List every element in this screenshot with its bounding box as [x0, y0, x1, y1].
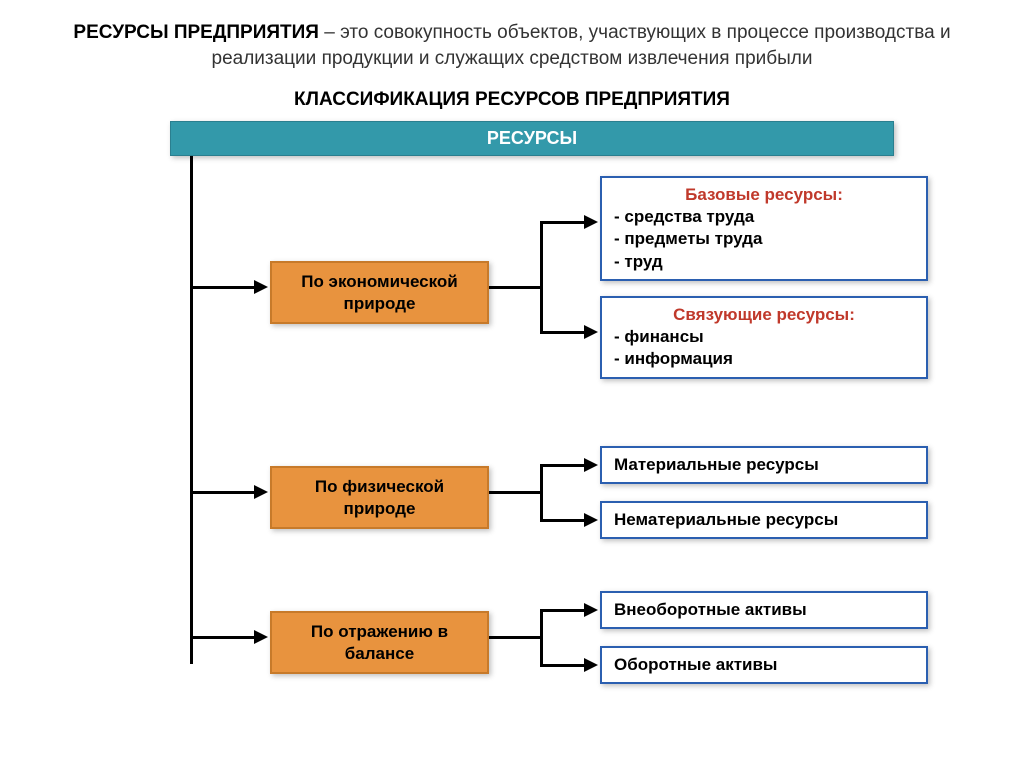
base-head: Базовые ресурсы:	[614, 184, 914, 206]
c2-out-h	[489, 491, 542, 494]
arrow-c3	[254, 630, 268, 644]
arrow-vne	[584, 603, 598, 617]
branch-c2	[190, 491, 254, 494]
definition-rest: – это совокупность объектов, участвующих…	[212, 22, 951, 69]
category-physical: По физической природе	[270, 466, 489, 529]
out-link-resources: Связующие ресурсы: - финансы - информаци…	[600, 296, 928, 378]
base-i3: - труд	[614, 252, 663, 271]
c3-ob-h	[540, 664, 584, 667]
link-head: Связующие ресурсы:	[614, 304, 914, 326]
c1-out-v	[540, 221, 543, 334]
arrow-c1	[254, 280, 268, 294]
base-i1: - средства труда	[614, 207, 754, 226]
base-i2: - предметы труда	[614, 229, 762, 248]
arrow-mat	[584, 458, 598, 472]
definition-text: РЕСУРСЫ ПРЕДПРИЯТИЯ – это совокупность о…	[40, 20, 984, 71]
link-i2: - информация	[614, 349, 733, 368]
c1-link-h	[540, 331, 584, 334]
definition-term: РЕСУРСЫ ПРЕДПРИЯТИЯ	[73, 22, 319, 43]
out-material: Материальные ресурсы	[600, 446, 928, 484]
c3-out-v	[540, 609, 543, 667]
subtitle: КЛАССИФИКАЦИЯ РЕСУРСОВ ПРЕДПРИЯТИЯ	[40, 89, 984, 111]
out-vneoborot: Внеоборотные активы	[600, 591, 928, 629]
out-base-resources: Базовые ресурсы: - средства труда - пред…	[600, 176, 928, 280]
c2-nemat-h	[540, 519, 584, 522]
arrow-base	[584, 215, 598, 229]
link-i1: - финансы	[614, 327, 704, 346]
diagram-area: По экономической природе По физической п…	[40, 156, 984, 716]
c2-mat-h	[540, 464, 584, 467]
c1-base-h	[540, 221, 584, 224]
c3-out-h	[489, 636, 542, 639]
trunk-cap	[190, 661, 193, 664]
out-oborot: Оборотные активы	[600, 646, 928, 684]
arrow-c2	[254, 485, 268, 499]
c1-out-h	[489, 286, 542, 289]
c3-vne-h	[540, 609, 584, 612]
trunk-line	[190, 156, 193, 664]
category-economic: По экономической природе	[270, 261, 489, 324]
out-nematerial: Нематериальные ресурсы	[600, 501, 928, 539]
branch-c1	[190, 286, 254, 289]
c2-out-v	[540, 464, 543, 522]
arrow-ob	[584, 658, 598, 672]
category-balance: По отражению в балансе	[270, 611, 489, 674]
arrow-nemat	[584, 513, 598, 527]
arrow-link	[584, 325, 598, 339]
branch-c3	[190, 636, 254, 639]
root-box: РЕСУРСЫ	[170, 121, 894, 156]
